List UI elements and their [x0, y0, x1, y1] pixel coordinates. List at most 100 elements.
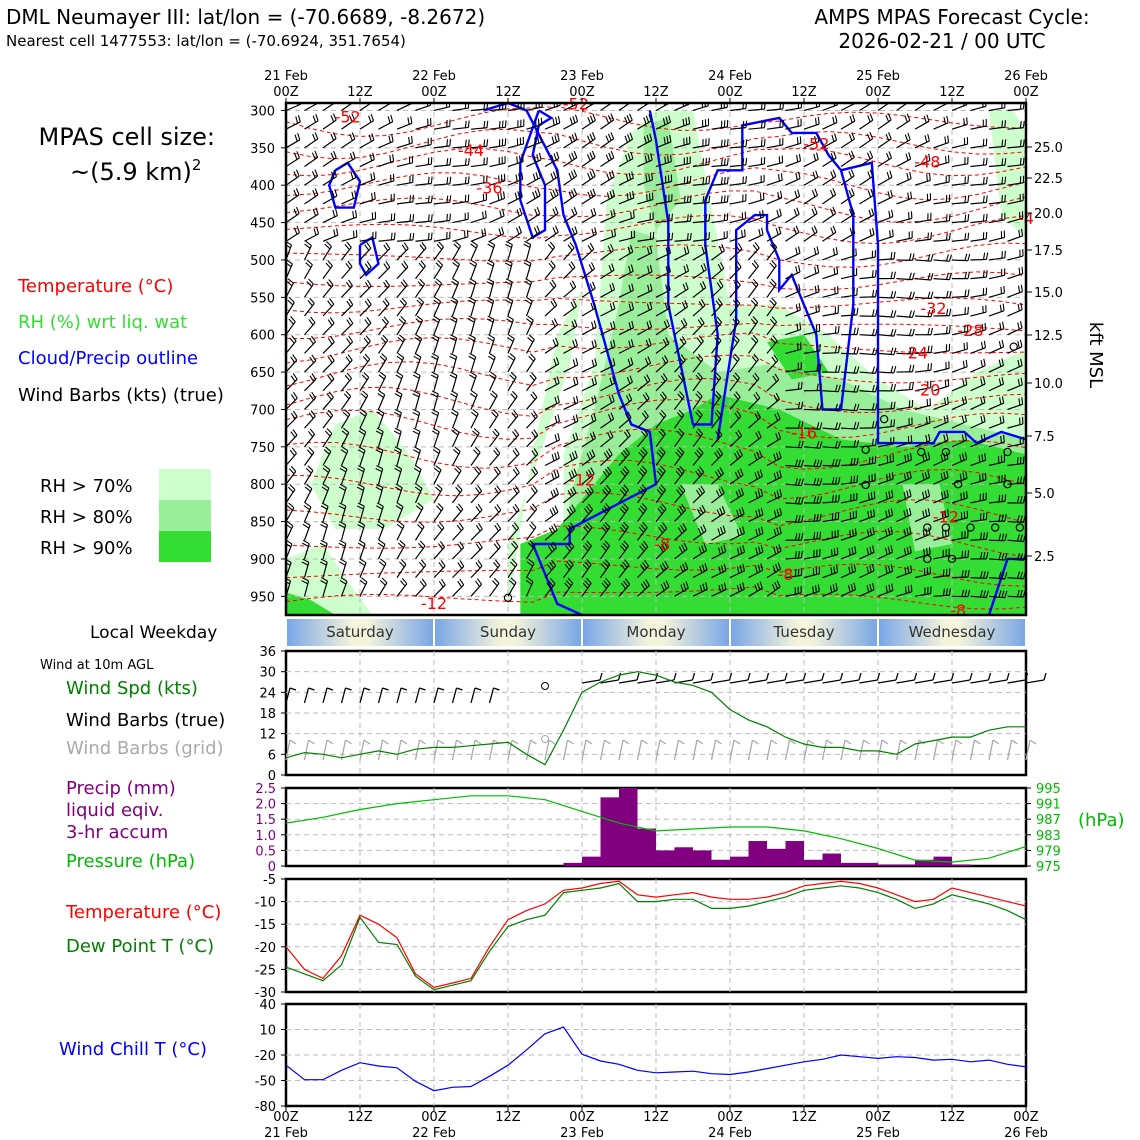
windchill-line — [285, 1026, 1027, 1092]
wind-barb — [729, 261, 742, 280]
wind-barb — [859, 269, 877, 280]
wind-barb — [637, 540, 649, 560]
kft-tick: 25.0 — [1034, 141, 1063, 156]
legend-rh90: RH > 90% — [40, 538, 133, 559]
wind-barb — [877, 383, 897, 392]
wind-barb — [637, 212, 654, 224]
wind-barb — [525, 540, 536, 560]
wind-barb — [822, 286, 839, 298]
wind-barb — [729, 279, 741, 298]
wind-barb — [341, 298, 354, 317]
wind-barb — [970, 176, 988, 186]
wind-barb — [359, 298, 372, 317]
wind-barb — [859, 309, 878, 317]
wind-barb — [711, 409, 722, 429]
precip-bar — [619, 788, 638, 866]
precip-bar — [693, 850, 712, 866]
wind-barb — [766, 190, 783, 205]
wind-barb — [637, 374, 651, 392]
wind-barb — [785, 550, 803, 560]
wind-barb — [729, 429, 743, 448]
wind-barb — [692, 157, 710, 168]
wind-barb — [692, 281, 707, 298]
wind-barb — [489, 541, 501, 560]
wind-barb — [451, 259, 461, 279]
grid-barb — [433, 739, 445, 761]
weekday-band — [731, 619, 877, 646]
pressure-tick: 750 — [250, 441, 275, 456]
wind-barb — [970, 340, 986, 354]
calm-circle — [953, 479, 963, 489]
wind-barb — [600, 484, 612, 504]
wind-barb — [375, 427, 384, 448]
wind-barb — [486, 296, 495, 317]
wind-barb — [378, 154, 395, 168]
wind-barb — [877, 347, 897, 356]
wind-barb — [748, 174, 765, 186]
wind-barb — [470, 120, 489, 130]
grid-barb — [747, 739, 759, 761]
wind-barb — [655, 246, 672, 261]
wind-barb — [970, 322, 987, 336]
wind-barb — [544, 505, 559, 523]
wind-barb — [304, 150, 319, 168]
wind-barb — [822, 206, 837, 224]
wind-barb — [729, 316, 740, 336]
wind-barb — [655, 428, 666, 448]
wind-barb — [711, 316, 723, 336]
wind-barb — [320, 502, 329, 522]
bottom-hour-tick: 12Z — [939, 1110, 965, 1125]
wind-barb — [304, 410, 316, 429]
wind-barb — [359, 353, 371, 373]
y-tick: 2.5 — [255, 782, 276, 797]
wind-barb — [785, 421, 804, 429]
wind-barb — [748, 545, 764, 560]
wind-barb — [988, 268, 1006, 280]
wind-barb — [914, 153, 931, 168]
wind-barb — [840, 226, 856, 242]
wind-barb — [766, 137, 784, 149]
grid-barb — [803, 739, 815, 761]
wind-barb — [988, 454, 1006, 467]
wind-barb — [840, 582, 857, 597]
wind-barb — [489, 577, 500, 597]
wind-barb — [414, 502, 424, 522]
wind-barb — [803, 343, 821, 354]
wind-barb — [412, 409, 421, 429]
y-tick: -15 — [255, 918, 276, 933]
wind-barb — [933, 548, 950, 560]
wind-barb — [468, 352, 477, 373]
wind-barb — [896, 545, 912, 560]
wind-barb — [581, 262, 596, 280]
wind-barb — [655, 446, 666, 466]
wind-barb — [1007, 249, 1024, 261]
wind-barb — [970, 377, 986, 392]
wind-barb — [359, 172, 376, 186]
wind-speed-line — [285, 671, 1026, 766]
wind-barb — [988, 285, 1005, 298]
wind-barb — [803, 513, 822, 523]
y-tick: 36 — [259, 645, 276, 660]
wind-barb — [304, 207, 319, 224]
wind-barb — [600, 189, 616, 205]
grid-barb — [618, 739, 630, 761]
wind-barb — [525, 353, 536, 373]
wind-barb — [304, 335, 316, 354]
wind-barb — [470, 559, 483, 579]
wind-barb — [322, 335, 335, 354]
wind-barb — [933, 115, 949, 130]
wind-barb — [322, 317, 335, 336]
wind-barb — [803, 459, 823, 468]
temperature-label: -20 — [914, 380, 940, 399]
wind-barb — [766, 562, 782, 579]
wind-barb — [544, 151, 560, 168]
wind-barb — [338, 502, 347, 522]
wind-barb — [413, 352, 422, 373]
wind-barb — [914, 272, 934, 281]
wind-barb — [748, 316, 759, 336]
wind-barb — [286, 410, 298, 429]
wind-barb — [378, 134, 394, 149]
wind-barb — [896, 565, 913, 579]
wind-barb — [896, 113, 911, 130]
wind-barb — [859, 227, 875, 242]
